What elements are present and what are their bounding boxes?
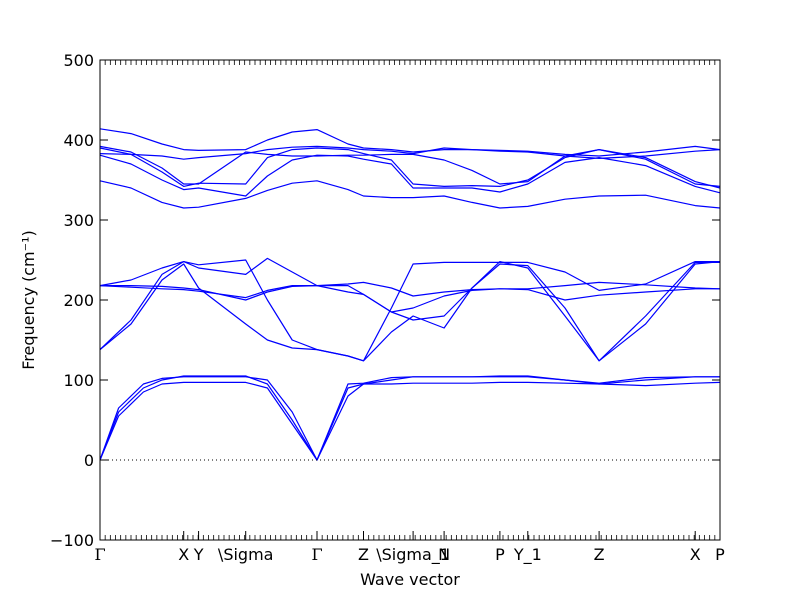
series-line-8	[100, 281, 721, 301]
x-tick-label: Z	[594, 545, 605, 564]
series-line-12	[99, 145, 721, 189]
series-line-2	[99, 381, 721, 461]
series-line-14	[99, 128, 721, 157]
y-axis-label: Frequency (cm⁻¹)	[19, 230, 38, 369]
x-tick-label: N	[438, 545, 450, 564]
series-line-6	[99, 259, 720, 362]
series-line-5	[99, 261, 720, 362]
x-tick-label: X	[690, 545, 701, 564]
series-line-7	[99, 285, 720, 313]
y-tick-label: 100	[63, 371, 94, 390]
series-lines	[99, 128, 721, 461]
x-tick-label: P	[715, 545, 725, 564]
x-tick-label: X	[178, 545, 189, 564]
series-line-3	[99, 376, 720, 461]
y-tick-label: 400	[63, 131, 94, 150]
y-tick-label: 300	[63, 211, 94, 230]
series-line-10	[99, 154, 721, 197]
x-tick-label: Y	[193, 545, 204, 564]
series-line-9	[99, 180, 721, 209]
x-tick-label: P	[495, 545, 505, 564]
x-tick-label: Y_1	[513, 545, 542, 565]
x-axis-label: Wave vector	[360, 570, 460, 589]
y-tick-label: 200	[63, 291, 94, 310]
series-line-11	[99, 147, 721, 187]
x-tick-label: \Sigma_1	[376, 545, 450, 565]
x-tick-label: Γ	[311, 545, 322, 564]
y-tick-label: −100	[50, 531, 94, 550]
y-tick-label: 0	[84, 451, 94, 470]
x-tick-label: \Sigma	[218, 545, 274, 564]
y-tick-label: 500	[63, 51, 94, 70]
x-tick-label: Γ	[94, 545, 105, 564]
series-line-13	[99, 145, 721, 160]
x-tick-label: Z	[358, 545, 369, 564]
